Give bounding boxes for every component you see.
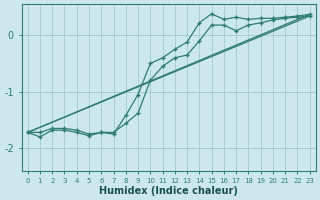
X-axis label: Humidex (Indice chaleur): Humidex (Indice chaleur) bbox=[99, 186, 238, 196]
